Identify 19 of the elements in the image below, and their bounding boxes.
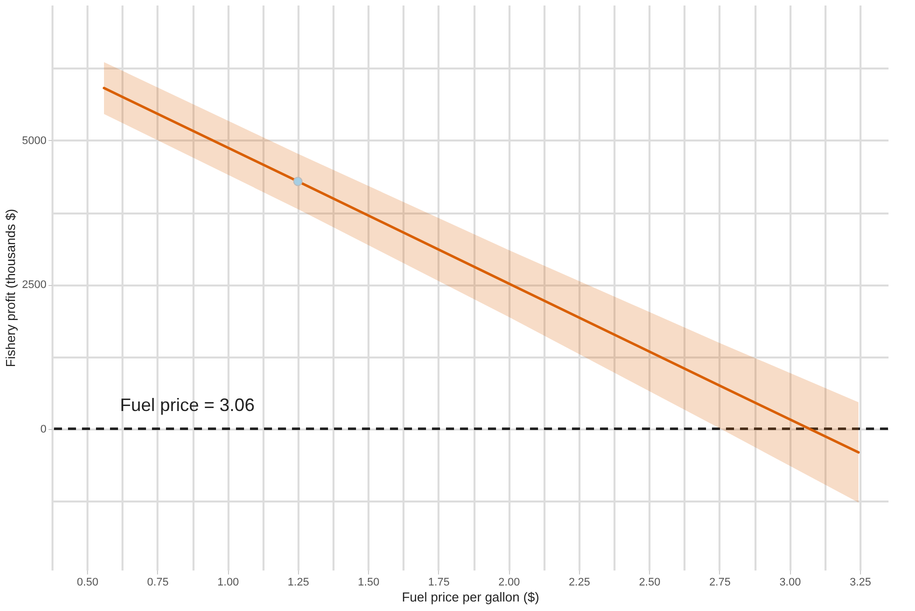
x-tick-label: 2.00: [498, 576, 520, 588]
x-tick-label: 2.25: [568, 576, 590, 588]
y-axis-title: Fishery profit (thousands $): [3, 208, 18, 368]
x-axis-title: Fuel price per gallon ($): [402, 590, 540, 604]
x-tick-label: 1.75: [428, 576, 450, 588]
x-tick-label: 0.75: [147, 576, 169, 588]
x-tick-label: 1.50: [358, 576, 380, 588]
annotation: Fuel price = 3.06: [120, 395, 255, 415]
line-series: [102, 86, 860, 454]
x-tick-label: 2.50: [638, 576, 660, 588]
y-tick-label: 0: [40, 423, 46, 436]
x-tick-label: 1.00: [217, 576, 239, 588]
x-tick-label: 2.75: [709, 576, 731, 588]
x-tick-label: 1.25: [288, 576, 310, 588]
y-tick-label: 2500: [22, 279, 46, 292]
x-tick-label: 3.25: [850, 576, 872, 588]
x-tick-label: 0.50: [76, 576, 98, 588]
x-tick-label: 3.00: [779, 576, 801, 588]
y-tick-label: 5000: [22, 134, 46, 147]
